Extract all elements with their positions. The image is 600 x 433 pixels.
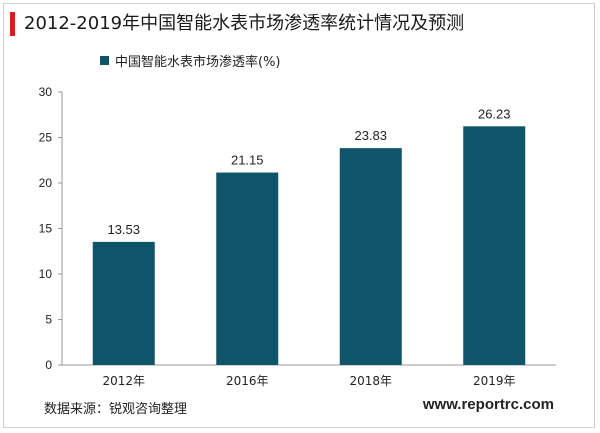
data-label: 26.23 (478, 106, 511, 121)
y-tick-label: 15 (39, 222, 53, 236)
bar (463, 126, 526, 365)
x-tick-label: 2012年 (102, 374, 145, 388)
source-note: 数据来源：锐观咨询整理 (44, 402, 188, 417)
bar (216, 172, 279, 365)
bar (92, 241, 155, 365)
data-label: 21.15 (231, 153, 264, 168)
y-tick-label: 25 (39, 131, 53, 145)
bar (339, 148, 402, 365)
website-url: www.reportrc.com (422, 396, 554, 413)
x-tick-label: 2018年 (349, 374, 392, 388)
y-tick-label: 30 (39, 85, 53, 99)
chart-title: 2012-2019年中国智能水表市场渗透率统计情况及预测 (24, 13, 465, 34)
data-label: 23.83 (354, 128, 387, 143)
x-tick-label: 2019年 (473, 374, 516, 388)
legend-label: 中国智能水表市场渗透率(%) (115, 54, 281, 70)
y-tick-label: 0 (45, 358, 52, 372)
title-accent-bar (10, 12, 15, 36)
y-tick-label: 10 (39, 267, 53, 281)
data-label: 13.53 (107, 222, 140, 237)
x-tick-label: 2016年 (226, 374, 269, 388)
legend: 中国智能水表市场渗透率(%) (100, 52, 281, 70)
y-tick-label: 5 (45, 313, 52, 327)
y-tick-label: 20 (39, 176, 53, 190)
legend-swatch (100, 55, 109, 65)
